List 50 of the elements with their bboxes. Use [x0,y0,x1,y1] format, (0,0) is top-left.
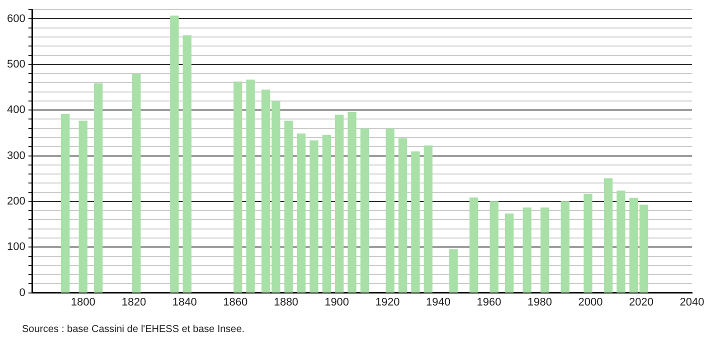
bar [234,81,242,293]
bar [386,128,394,293]
bar [522,208,532,293]
x-tick-label: 1860 [223,296,248,308]
bar [94,83,103,293]
bar [61,114,70,293]
bar [490,201,498,293]
y-tick-label: 300 [6,150,26,162]
bar [411,151,420,293]
bar [322,134,331,293]
x-tick-label: 1920 [375,296,400,308]
source-note: Sources : base Cassini de l'EHESS et base Insee. [22,324,245,335]
bar [398,138,408,293]
bar [170,16,179,293]
bar [360,128,370,293]
x-tick-label: 2020 [629,296,654,308]
x-tick-label: 1900 [324,296,350,308]
x-tick-label: 1880 [274,296,298,308]
y-tick-label: 600 [6,12,26,25]
bar [246,80,255,293]
y-tick-label: 100 [6,241,26,254]
bar [424,145,432,293]
bar [449,249,458,293]
bar [335,114,344,293]
bar [296,134,306,293]
bar [469,197,478,293]
bar [78,120,88,293]
bar [310,140,318,293]
x-tick-label: 2040 [680,296,704,308]
x-tick-label: 1800 [70,296,96,308]
x-tick-label: 2000 [578,296,603,308]
bar [284,120,293,293]
bar [182,35,192,293]
x-tick-label: 1980 [528,296,552,308]
y-tick-label: 0 [19,286,26,299]
y-tick-label: 200 [6,195,26,208]
bar [348,112,356,293]
x-tick-label: 1940 [426,296,451,308]
bar [505,213,514,293]
y-tick-label: 400 [6,104,26,116]
bar [560,201,570,293]
bar [584,194,592,293]
x-tick-label: 1840 [172,296,197,308]
bar [616,190,626,293]
bar [540,208,550,293]
x-tick-label: 1820 [122,296,146,308]
bar [604,178,613,293]
x-tick-label: 1960 [476,296,502,308]
y-tick-label: 500 [6,58,26,70]
bar [132,74,141,293]
